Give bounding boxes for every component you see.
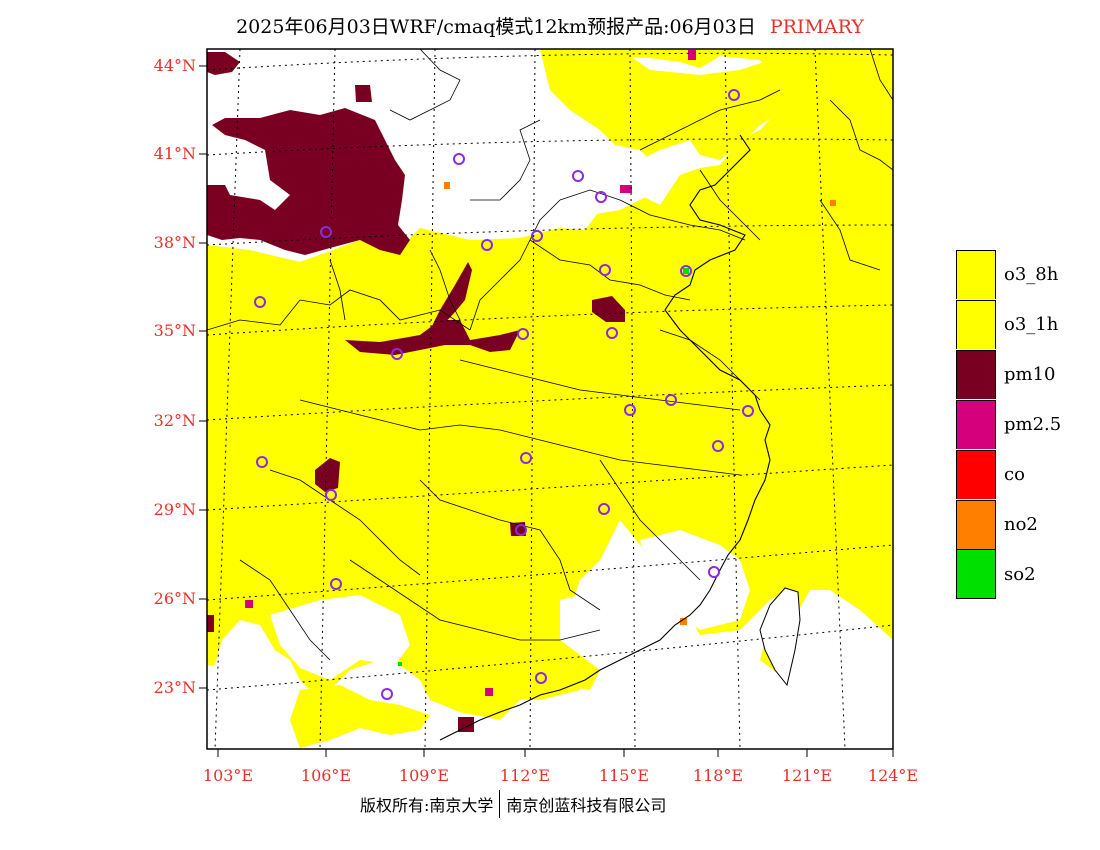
ozone-region-south-coast [290,685,430,748]
pm10-region-northwest [207,108,410,255]
axis-ticks [199,65,894,757]
clean-area-guangxi [270,595,410,680]
legend-swatch [956,499,996,549]
legend-label: co [1004,463,1025,485]
lat-label-41: 41°N [153,144,196,163]
clean-area-beijing [560,142,660,215]
map-area [207,49,893,749]
pollutant-legend: o3_8h o3_1h pm10 pm2.5 co no2 so2 [956,249,1061,599]
no2-pixel [680,618,687,625]
title-primary-tag: PRIMARY [769,16,864,38]
legend-item-pm25: pm2.5 [956,399,1061,449]
lon-label-112: 112°E [499,766,551,785]
lat-label-29: 29°N [153,500,196,519]
legend-label: pm10 [1004,363,1056,385]
pm10-band-central [345,320,520,355]
pm10-region-corner [207,52,240,75]
legend-item-so2: so2 [956,549,1061,599]
clean-area-north [400,120,560,238]
map-frame [206,48,894,750]
footer-separator [499,790,501,818]
legend-label: so2 [1004,563,1036,585]
lat-label-26: 26°N [153,589,196,608]
no2-pixel [830,200,836,206]
legend-item-o3-1h: o3_1h [956,299,1061,349]
pm25-pixel [620,185,632,193]
lon-label-121: 121°E [781,766,833,785]
pm10-dot-south [458,717,474,732]
legend-item-o3-8h: o3_8h [956,249,1061,299]
pm10-region-henan [592,296,625,322]
legend-item-pm10: pm10 [956,349,1061,399]
ozone-region-pearl [470,668,590,700]
lat-label-38: 38°N [153,233,196,252]
legend-swatch [956,399,996,449]
no2-pixel [444,182,450,189]
lat-label-23: 23°N [153,678,196,697]
lon-label-106: 106°E [300,766,352,785]
pm25-pixel [688,50,696,60]
map-title: 2025年06月03日WRF/cmaq模式12km预报产品:06月03日 PRIM… [0,12,1100,39]
pm10-streak-shanxi [430,262,472,330]
coastline [439,134,771,741]
legend-swatch [956,549,996,599]
title-text: 2025年06月03日WRF/cmaq模式12km预报产品:06月03日 [236,16,756,38]
lon-label-115: 115°E [598,766,650,785]
legend-swatch [956,449,996,499]
so2-pixel [398,662,402,666]
legend-label: no2 [1004,513,1038,535]
legend-label: pm2.5 [1004,413,1062,435]
lon-label-109: 109°E [398,766,450,785]
graticule [207,49,893,749]
legend-swatch [956,249,996,299]
pm10-region-sichuan [315,458,340,492]
lon-label-103: 103°E [202,766,254,785]
lon-label-124: 124°E [867,766,919,785]
so2-pixel [683,268,689,274]
copyright-left: 版权所有:南京大学 [360,796,494,815]
lat-label-44: 44°N [153,56,196,75]
legend-swatch [956,349,996,399]
lon-label-118: 118°E [692,766,744,785]
clean-area-guangdong [560,590,620,650]
lat-label-32: 32°N [153,411,196,430]
pm25-pixel [485,688,493,696]
copyright-footer: 版权所有:南京大学 南京创蓝科技有限公司 [360,790,666,818]
clean-area-southeast [640,530,750,630]
ozone-region-northeast [540,49,790,160]
legend-label: o3_1h [1004,313,1059,335]
lat-label-35: 35°N [153,321,196,340]
pm10-region-top-dot [355,85,372,102]
pm10-dot-yunnan [207,615,214,632]
city-markers [254,89,754,700]
pm25-pixel [245,600,253,608]
copyright-right: 南京创蓝科技有限公司 [506,796,667,815]
legend-label: o3_8h [1004,263,1059,285]
taiwan-island [759,587,801,687]
legend-swatch [956,299,996,349]
legend-item-co: co [956,449,1061,499]
legend-item-no2: no2 [956,499,1061,549]
